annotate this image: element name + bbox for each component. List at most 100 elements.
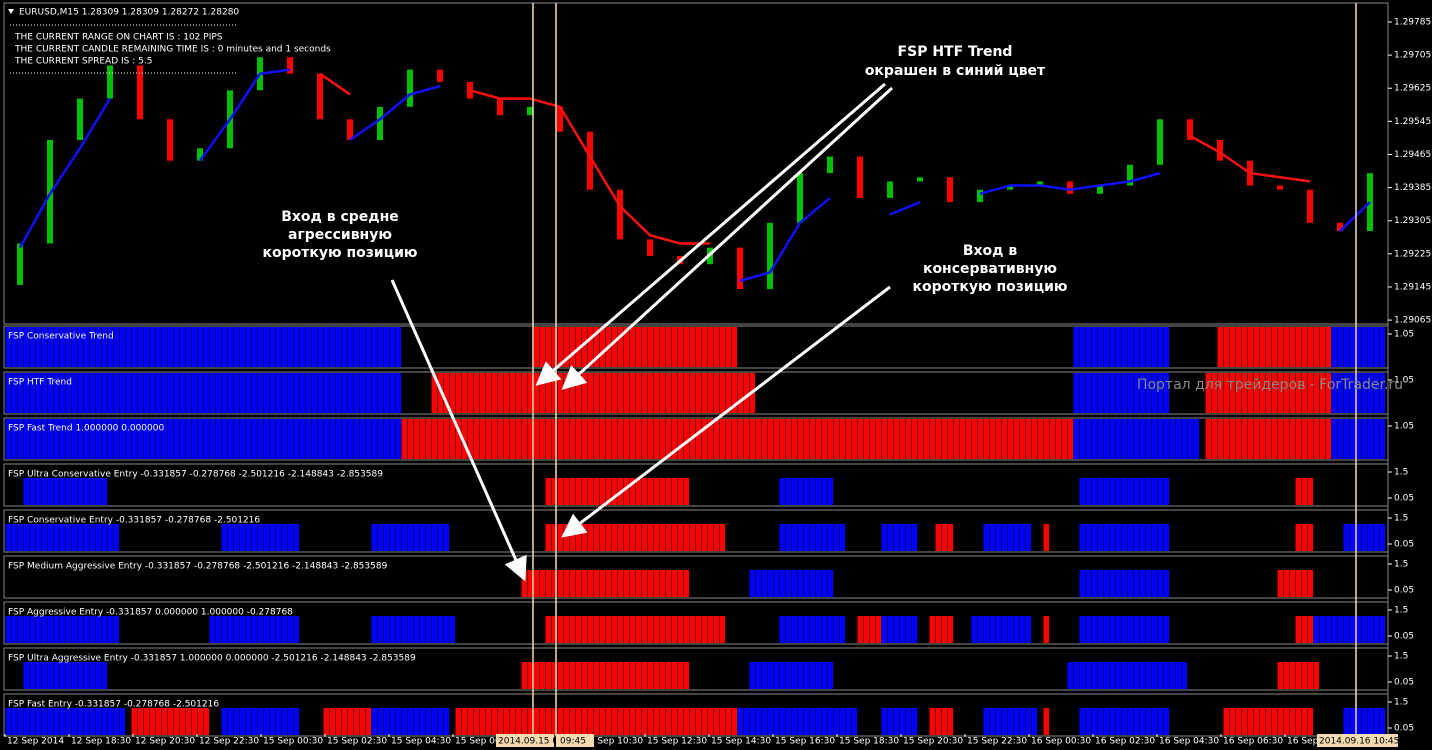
panel-tick-label: 1.05	[1394, 330, 1414, 340]
y-tick-label: 1.29385	[1394, 183, 1431, 193]
time-label: 15 Sep 04:30	[391, 737, 451, 747]
bar-texture	[545, 616, 725, 643]
panel-tick-label: 1.5	[1394, 468, 1408, 478]
y-tick-label: 1.29625	[1394, 84, 1431, 94]
bar-texture	[881, 708, 917, 735]
bar-texture	[371, 616, 455, 643]
candle-body	[1307, 189, 1313, 223]
bar-texture	[737, 708, 857, 735]
bar-texture	[371, 524, 449, 551]
time-highlight-box	[556, 734, 594, 747]
candle-body	[947, 177, 953, 203]
info-line: THE CURRENT CANDLE REMAINING TIME IS : 0…	[14, 45, 331, 55]
candle-body	[1037, 181, 1043, 186]
annotation: короткую позицию	[262, 245, 417, 261]
panel-tick-label: 1.05	[1394, 376, 1414, 386]
bar-texture	[1343, 708, 1385, 735]
time-label: 15 Sep 06:30	[455, 737, 515, 747]
y-tick-label: 1.29465	[1394, 150, 1431, 160]
panel-label: FSP Ultra Conservative Entry -0.331857 -…	[8, 470, 383, 480]
candle-body	[1217, 139, 1223, 161]
bar-texture	[431, 373, 755, 413]
panel-label: FSP Ultra Aggressive Entry -0.331857 1.0…	[8, 654, 416, 664]
bar-texture	[371, 708, 449, 735]
bar-texture	[1295, 524, 1313, 551]
menu-triangle	[8, 9, 14, 14]
panel-tick-label: 0.05	[1394, 678, 1414, 688]
candle-body	[827, 156, 833, 174]
time-label: 15 Sep 12:30	[647, 737, 707, 747]
candle-body	[107, 65, 113, 99]
info-line: THE CURRENT SPREAD IS : 5.5	[14, 57, 152, 67]
bar-texture	[545, 478, 689, 505]
bar-texture	[23, 662, 107, 689]
panel-tick-label: 1.5	[1394, 698, 1408, 708]
panel-tick-label: 1.5	[1394, 514, 1408, 524]
panel-label: FSP Medium Aggressive Entry -0.331857 -0…	[8, 562, 388, 572]
watermark: Портал для трейдеров - ForTrader.ru	[1137, 377, 1403, 393]
bar-texture	[521, 570, 689, 597]
bar-texture	[1205, 373, 1331, 413]
bar-texture	[1073, 327, 1169, 367]
bar-texture	[1331, 327, 1385, 367]
time-label: 15 Sep 20:30	[903, 737, 963, 747]
bar-texture	[929, 616, 953, 643]
bar-texture	[1223, 708, 1313, 735]
panel-tick-label: 0.05	[1394, 724, 1414, 734]
bar-texture	[1295, 616, 1313, 643]
bar-texture	[5, 419, 401, 459]
panel-label: FSP Fast Trend 1.000000 0.000000	[8, 424, 164, 434]
panel-tick-label: 1.5	[1394, 560, 1408, 570]
candle-body	[347, 119, 353, 140]
y-tick-label: 1.29305	[1394, 216, 1431, 226]
candle-body	[737, 247, 743, 290]
bar-texture	[23, 478, 107, 505]
symbol-header: EURUSD,M15 1.28309 1.28309 1.28272 1.282…	[19, 8, 239, 18]
bar-texture	[779, 524, 845, 551]
bar-texture	[1043, 524, 1049, 551]
y-tick-label: 1.29065	[1394, 316, 1431, 326]
time-label: 16 Sep 00:30	[1031, 737, 1091, 747]
panel-label: FSP Conservative Entry -0.331857 -0.2787…	[8, 516, 260, 526]
time-label: 15 Sep 14:30	[711, 737, 771, 747]
bar-texture	[857, 616, 881, 643]
arrow	[535, 82, 886, 386]
annotation: окрашен в синий цвет	[865, 63, 1046, 79]
bar-texture	[779, 478, 833, 505]
candle-body	[647, 239, 653, 256]
bar-texture	[971, 616, 1031, 643]
time-label: 15 Sep 10:30	[583, 737, 643, 747]
arrows	[390, 82, 894, 582]
time-highlight: 2014.09.16 10:45	[1319, 737, 1399, 747]
candle-body	[917, 177, 923, 182]
bar-texture	[5, 373, 401, 413]
bar-texture	[1079, 616, 1169, 643]
time-highlight-box	[1317, 734, 1398, 747]
candle-body	[377, 106, 383, 140]
bar-texture	[1331, 373, 1385, 413]
annotation: Вход в средне	[281, 209, 399, 225]
candle-body	[407, 69, 413, 107]
time-label: 15 Sep 16:30	[775, 737, 835, 747]
bar-texture	[1277, 662, 1319, 689]
annotation: короткую позицию	[912, 279, 1067, 295]
candle-body	[1007, 185, 1013, 190]
bar-texture	[1313, 616, 1385, 643]
bar-texture	[929, 708, 953, 735]
bar-texture	[221, 708, 299, 735]
time-label: 15 Sep 00:30	[263, 737, 323, 747]
candle-body	[1337, 222, 1343, 232]
arrow	[561, 285, 891, 538]
candle-body	[857, 156, 863, 198]
bar-texture	[5, 616, 119, 643]
time-label: 15 Sep 02:30	[327, 737, 387, 747]
time-label: 12 Sep 18:30	[71, 737, 131, 747]
info-line: THE CURRENT RANGE ON CHART IS : 102 PIPS	[14, 33, 223, 43]
bar-texture	[323, 708, 371, 735]
y-tick-label: 1.29705	[1394, 51, 1431, 61]
bar-texture	[521, 662, 689, 689]
candle-body	[287, 57, 293, 74]
